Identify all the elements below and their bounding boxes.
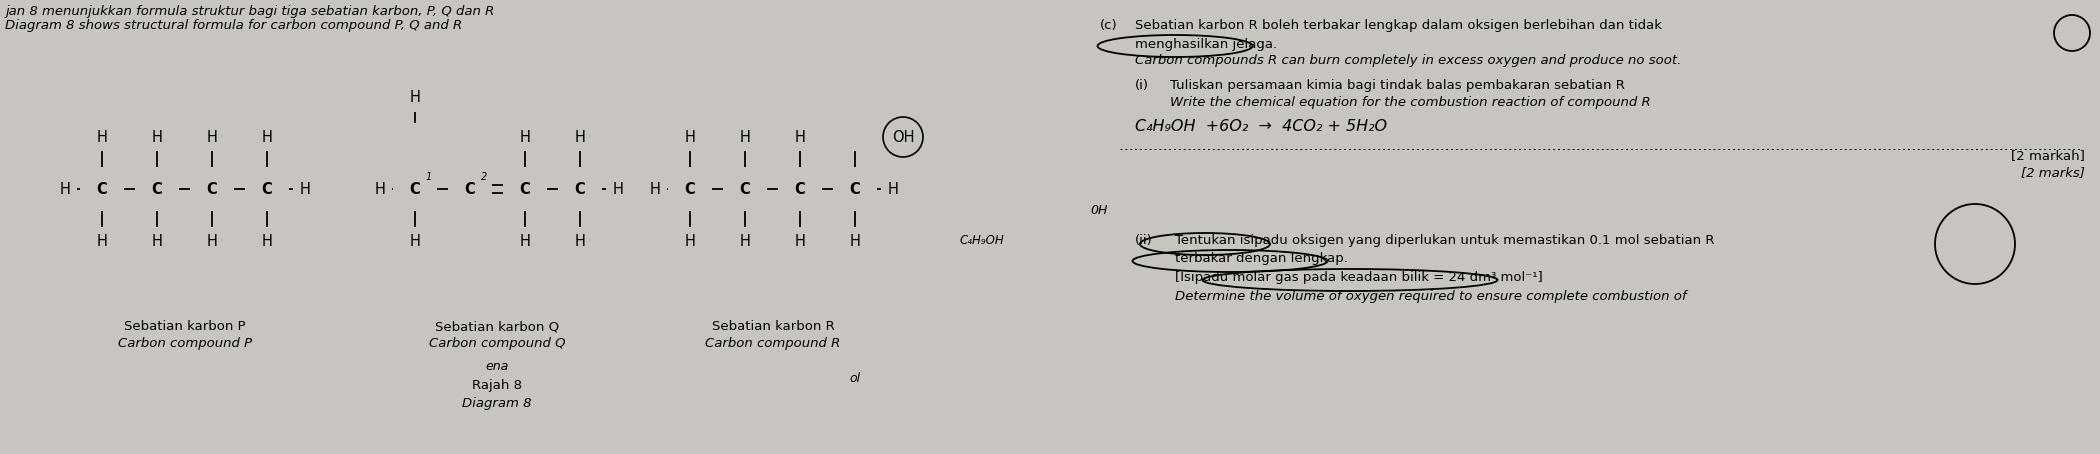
- Text: Sebatian karbon R boleh terbakar lengkap dalam oksigen berlebihan dan tidak: Sebatian karbon R boleh terbakar lengkap…: [1134, 19, 1661, 32]
- Text: terbakar dengan lengkap.: terbakar dengan lengkap.: [1176, 252, 1348, 265]
- Text: H: H: [519, 129, 531, 144]
- Text: H: H: [206, 233, 218, 248]
- Text: H: H: [410, 233, 420, 248]
- Text: H: H: [794, 233, 806, 248]
- Text: C₄H₉OH  +6O₂  →  4CO₂ + 5H₂O: C₄H₉OH +6O₂ → 4CO₂ + 5H₂O: [1134, 119, 1388, 134]
- Text: C: C: [464, 182, 475, 197]
- Text: Carbon compound R: Carbon compound R: [706, 337, 840, 350]
- Text: H: H: [374, 182, 386, 197]
- Text: H: H: [206, 129, 218, 144]
- Text: H: H: [59, 182, 71, 197]
- Text: Write the chemical equation for the combustion reaction of compound R: Write the chemical equation for the comb…: [1170, 96, 1651, 109]
- Text: C: C: [97, 182, 107, 197]
- Text: C: C: [262, 182, 273, 197]
- Text: C₄H₉OH: C₄H₉OH: [960, 235, 1004, 247]
- Text: C: C: [410, 182, 420, 197]
- Text: H: H: [794, 129, 806, 144]
- Text: H: H: [685, 233, 695, 248]
- Text: 1: 1: [426, 172, 433, 182]
- Text: OH: OH: [892, 129, 914, 144]
- Text: H: H: [151, 129, 162, 144]
- Text: H: H: [519, 233, 531, 248]
- Text: [2 markah]: [2 markah]: [2012, 149, 2085, 162]
- Text: menghasilkan jelaga.: menghasilkan jelaga.: [1134, 38, 1277, 51]
- Text: H: H: [262, 129, 273, 144]
- Text: H: H: [739, 233, 750, 248]
- Text: H: H: [97, 233, 107, 248]
- Text: H: H: [300, 182, 311, 197]
- Text: Rajah 8: Rajah 8: [472, 380, 523, 393]
- Text: Carbon compound P: Carbon compound P: [118, 337, 252, 350]
- Text: H: H: [262, 233, 273, 248]
- Text: C: C: [519, 182, 531, 197]
- Text: C: C: [151, 182, 162, 197]
- Text: Tentukan isipadu oksigen yang diperlukan untuk memastikan 0.1 mol sebatian R: Tentukan isipadu oksigen yang diperlukan…: [1176, 234, 1714, 247]
- Text: C: C: [206, 182, 218, 197]
- Text: H: H: [649, 182, 659, 197]
- Text: Diagram 8 shows structural formula for carbon compound P, Q and R: Diagram 8 shows structural formula for c…: [4, 19, 462, 32]
- Text: H: H: [575, 129, 586, 144]
- Text: Sebatian karbon P: Sebatian karbon P: [124, 321, 246, 334]
- Text: H: H: [151, 233, 162, 248]
- Text: C: C: [850, 182, 861, 197]
- Text: H: H: [613, 182, 624, 197]
- Text: C: C: [575, 182, 586, 197]
- Text: H: H: [888, 182, 899, 197]
- Text: Tuliskan persamaan kimia bagi tindak balas pembakaran sebatian R: Tuliskan persamaan kimia bagi tindak bal…: [1170, 79, 1625, 92]
- Text: Carbon compound Q: Carbon compound Q: [428, 337, 565, 350]
- Text: H: H: [685, 129, 695, 144]
- Text: Sebatian karbon Q: Sebatian karbon Q: [435, 321, 559, 334]
- Text: C: C: [685, 182, 695, 197]
- Text: H: H: [739, 129, 750, 144]
- Text: H: H: [575, 233, 586, 248]
- Text: ol: ol: [848, 372, 861, 385]
- Text: H: H: [850, 233, 861, 248]
- Text: 2: 2: [481, 172, 487, 182]
- Text: jan 8 menunjukkan formula struktur bagi tiga sebatian karbon, P, Q dan R: jan 8 menunjukkan formula struktur bagi …: [4, 5, 493, 18]
- Text: H: H: [410, 89, 420, 104]
- Text: [2 marks]: [2 marks]: [2020, 166, 2085, 179]
- Text: C: C: [794, 182, 806, 197]
- Text: ena: ena: [485, 360, 508, 372]
- Text: Diagram 8: Diagram 8: [462, 398, 531, 410]
- Text: (i): (i): [1134, 79, 1149, 92]
- Text: Carbon compounds R can burn completely in excess oxygen and produce no soot.: Carbon compounds R can burn completely i…: [1134, 54, 1682, 67]
- Text: Sebatian karbon R: Sebatian karbon R: [712, 321, 834, 334]
- Text: H: H: [97, 129, 107, 144]
- Text: Determine the volume of oxygen required to ensure complete combustion of: Determine the volume of oxygen required …: [1176, 290, 1686, 303]
- Text: [Isipadu molar gas pada keadaan bilik = 24 dm³ mol⁻¹]: [Isipadu molar gas pada keadaan bilik = …: [1176, 271, 1544, 284]
- Text: (ii): (ii): [1134, 234, 1153, 247]
- Text: (c): (c): [1100, 19, 1117, 32]
- Text: 0H: 0H: [1090, 204, 1107, 217]
- Text: C: C: [739, 182, 750, 197]
